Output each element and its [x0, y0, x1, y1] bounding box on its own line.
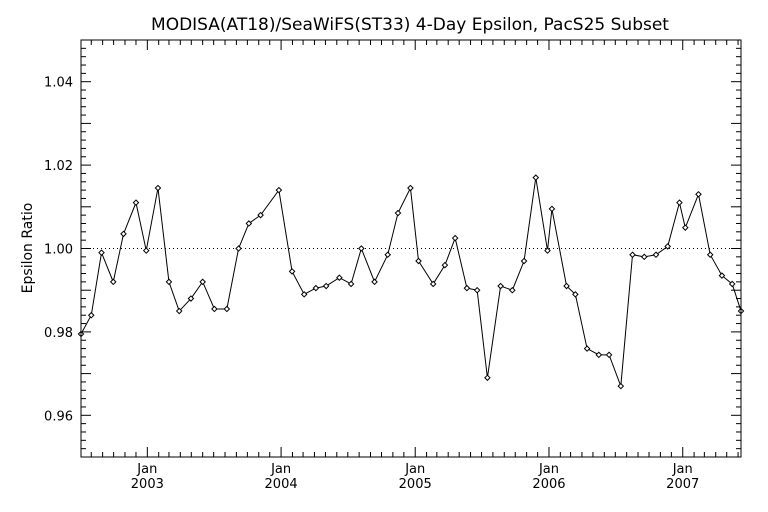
- series-layer: [77, 174, 745, 390]
- data-point: [695, 190, 702, 198]
- y-tick-label: 0.98: [44, 326, 73, 341]
- data-point: [165, 278, 173, 286]
- data-point: [245, 220, 253, 227]
- data-point: [257, 211, 264, 219]
- y-tick-label: 1.04: [44, 76, 73, 91]
- data-point: [718, 272, 726, 279]
- data-point: [497, 282, 504, 290]
- data-point: [548, 205, 556, 213]
- data-point: [429, 280, 437, 288]
- data-point: [98, 249, 105, 256]
- data-point: [394, 209, 402, 217]
- plot-frame-layer: [80, 39, 742, 458]
- data-point: [87, 311, 95, 319]
- x-tick-label-year: 2007: [666, 477, 699, 492]
- ticks-layer: 0.960.981.001.021.04Jan2003Jan2004Jan200…: [44, 39, 741, 492]
- y-axis-label: Epsilon Ratio: [20, 203, 36, 294]
- x-tick-label-month: Jan: [404, 462, 425, 477]
- data-point: [288, 268, 296, 275]
- x-tick-label-year: 2006: [532, 477, 565, 492]
- data-point: [211, 305, 218, 313]
- x-tick-label-month: Jan: [270, 462, 291, 477]
- data-point: [583, 345, 591, 352]
- data-point: [563, 282, 570, 290]
- data-point: [312, 284, 320, 292]
- data-point: [175, 307, 183, 315]
- x-tick-label-year: 2005: [399, 477, 432, 492]
- data-point: [509, 286, 516, 294]
- data-point: [473, 286, 481, 294]
- data-point: [532, 174, 540, 181]
- data-point: [441, 261, 449, 269]
- data-point: [664, 243, 672, 250]
- y-tick-label: 1.02: [44, 159, 73, 174]
- data-point: [544, 247, 551, 254]
- data-point: [572, 291, 579, 298]
- data-point: [520, 257, 528, 265]
- data-point: [728, 280, 736, 288]
- data-point: [336, 274, 343, 281]
- data-point: [322, 282, 330, 290]
- data-point: [187, 295, 195, 302]
- y-tick-label: 0.96: [44, 409, 73, 424]
- data-point: [484, 374, 491, 382]
- data-point: [132, 199, 140, 206]
- data-point: [347, 280, 355, 288]
- data-point: [605, 351, 613, 359]
- data-point: [235, 245, 242, 252]
- data-point: [300, 291, 308, 298]
- data-point: [384, 251, 392, 259]
- data-point: [595, 351, 603, 359]
- y-tick-label: 1.00: [44, 243, 73, 258]
- data-point: [681, 224, 689, 231]
- series-line: [80, 177, 742, 387]
- data-point: [463, 284, 471, 292]
- x-tick-label-year: 2004: [265, 477, 298, 492]
- data-point: [652, 251, 660, 259]
- data-point: [223, 305, 231, 313]
- x-tick-label-month: Jan: [136, 462, 157, 477]
- plot-frame: [80, 39, 742, 458]
- x-tick-label-month: Jan: [672, 462, 693, 477]
- x-tick-label-year: 2003: [131, 477, 164, 492]
- data-point: [199, 278, 206, 286]
- data-point: [358, 245, 365, 252]
- data-point: [451, 234, 459, 242]
- data-point: [706, 251, 714, 259]
- data-point: [120, 230, 127, 238]
- data-point: [617, 382, 625, 390]
- x-tick-label-month: Jan: [538, 462, 559, 477]
- data-point: [142, 247, 150, 254]
- data-point: [371, 278, 378, 286]
- data-point: [676, 199, 683, 206]
- data-point: [109, 278, 117, 286]
- data-point: [275, 186, 283, 194]
- data-point: [407, 184, 414, 192]
- data-point: [640, 253, 648, 261]
- chart-title: MODISA(AT18)/SeaWiFS(ST33) 4-Day Epsilon…: [151, 15, 669, 35]
- data-point: [154, 184, 162, 192]
- data-point: [629, 251, 636, 259]
- data-point: [415, 257, 422, 265]
